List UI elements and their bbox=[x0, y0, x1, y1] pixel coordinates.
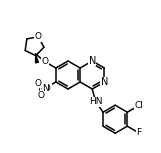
Text: O: O bbox=[38, 91, 44, 100]
Polygon shape bbox=[35, 56, 38, 63]
Text: HN: HN bbox=[89, 97, 102, 106]
Text: O: O bbox=[35, 32, 42, 41]
Text: O: O bbox=[34, 79, 41, 88]
Text: N: N bbox=[101, 77, 108, 87]
Text: N: N bbox=[42, 84, 49, 93]
Text: F: F bbox=[136, 128, 141, 137]
Text: Cl: Cl bbox=[134, 101, 143, 110]
Text: NO: NO bbox=[38, 84, 51, 93]
Text: N: N bbox=[89, 56, 96, 66]
Text: O: O bbox=[41, 57, 48, 66]
